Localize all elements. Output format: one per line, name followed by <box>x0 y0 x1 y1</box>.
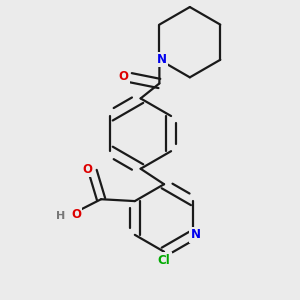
Text: O: O <box>82 163 92 176</box>
Text: N: N <box>157 53 167 66</box>
Text: N: N <box>190 228 201 241</box>
Text: O: O <box>71 208 81 221</box>
Text: H: H <box>56 211 65 220</box>
Text: O: O <box>119 70 129 83</box>
Text: Cl: Cl <box>158 254 170 267</box>
